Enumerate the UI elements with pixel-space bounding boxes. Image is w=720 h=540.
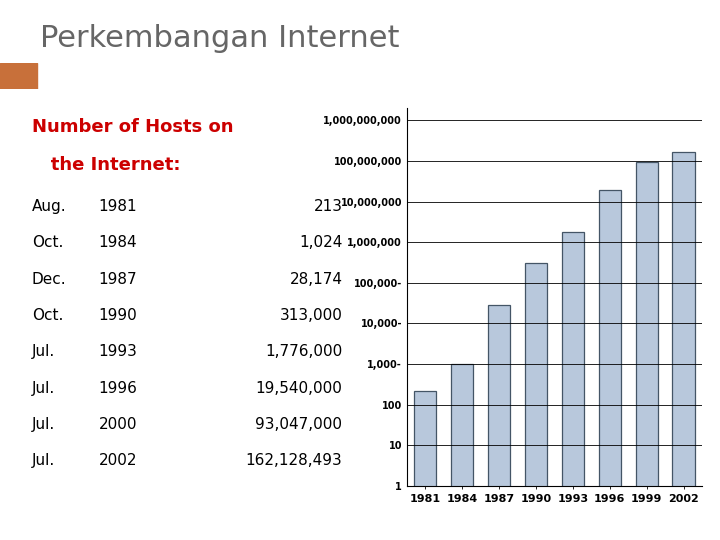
Text: 1990: 1990 [99, 308, 138, 323]
Text: Jul.: Jul. [32, 417, 55, 432]
Bar [599, 190, 621, 540]
Bar [562, 232, 584, 540]
Text: 1,776,000: 1,776,000 [265, 344, 343, 359]
Bar [451, 363, 473, 540]
Text: 1984: 1984 [99, 235, 137, 251]
Bar [0, 63, 37, 89]
Bar [414, 392, 436, 540]
Text: 1987: 1987 [99, 272, 137, 287]
Text: Jul.: Jul. [32, 381, 55, 395]
Text: the Internet:: the Internet: [32, 156, 181, 174]
Text: Number of Hosts on: Number of Hosts on [32, 118, 233, 137]
Bar [525, 262, 547, 540]
Text: 162,128,493: 162,128,493 [246, 453, 343, 468]
Bar [488, 305, 510, 540]
Text: 2000: 2000 [99, 417, 137, 432]
Text: 19,540,000: 19,540,000 [256, 381, 343, 395]
Text: 2002: 2002 [99, 453, 137, 468]
Text: Oct.: Oct. [32, 235, 63, 251]
Text: 1981: 1981 [99, 199, 137, 214]
Text: 28,174: 28,174 [289, 272, 343, 287]
Text: Jul.: Jul. [32, 453, 55, 468]
Text: 313,000: 313,000 [279, 308, 343, 323]
Text: Jul.: Jul. [32, 344, 55, 359]
Bar [636, 162, 657, 540]
Text: Perkembangan Internet: Perkembangan Internet [40, 24, 399, 53]
Text: 1993: 1993 [99, 344, 138, 359]
Text: 1996: 1996 [99, 381, 138, 395]
Text: 213: 213 [313, 199, 343, 214]
Text: 1,024: 1,024 [299, 235, 343, 251]
Text: Dec.: Dec. [32, 272, 66, 287]
Bar [672, 152, 695, 540]
Text: 93,047,000: 93,047,000 [256, 417, 343, 432]
Text: Oct.: Oct. [32, 308, 63, 323]
Text: Aug.: Aug. [32, 199, 66, 214]
